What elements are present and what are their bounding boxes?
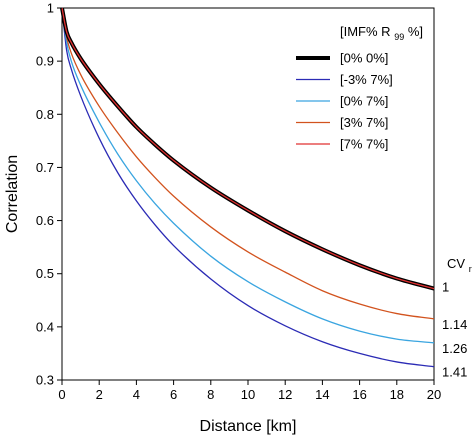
x-tick-label: 18 — [390, 387, 404, 402]
cv-title: CV r — [447, 256, 472, 274]
y-tick-label: 0.5 — [36, 266, 54, 281]
legend-label: [0% 0%] — [340, 51, 388, 66]
y-tick-label: 0.6 — [36, 213, 54, 228]
y-tick-label: 0.7 — [36, 160, 54, 175]
cv-title-main: CV — [447, 256, 465, 271]
x-tick-label: 12 — [278, 387, 292, 402]
y-tick-label: 0.4 — [36, 319, 54, 334]
plot-area: 0 2 4 6 8 10 12 14 16 18 20 0.3 0.4 0.5 0.6 0.7 0.8 0.9 1 — [36, 1, 441, 403]
x-tick-label: 4 — [133, 387, 140, 402]
x-tick-label: 20 — [427, 387, 441, 402]
y-tick-label: 0.3 — [36, 373, 54, 388]
legend-label: [7% 7%] — [340, 137, 388, 152]
legend-title-sub: 99 — [394, 32, 404, 42]
y-tick-label: 0.9 — [36, 54, 54, 69]
series-line — [61, 7, 435, 290]
x-tick-label: 2 — [96, 387, 103, 402]
x-tick-label: 0 — [58, 387, 65, 402]
series-layer — [60, 7, 435, 368]
x-tick-label: 6 — [170, 387, 177, 402]
cv-label: 1.41 — [442, 365, 467, 380]
y-tick-label: 0.8 — [36, 107, 54, 122]
x-tick-label: 10 — [241, 387, 255, 402]
legend-label: [0% 7%] — [340, 94, 388, 109]
cv-annotation: CV r 1 1.14 1.26 1.41 — [442, 256, 472, 380]
cv-label: 1 — [442, 280, 449, 295]
legend-title-main: [IMF% R — [340, 24, 391, 39]
cv-label: 1.14 — [442, 317, 467, 332]
legend-title: [IMF% R 99 %] — [340, 24, 423, 43]
legend-label: [-3% 7%] — [340, 72, 393, 87]
cv-title-sub: r — [469, 264, 472, 274]
cv-labels: 1 1.14 1.26 1.41 — [442, 280, 467, 380]
legend-label: [3% 7%] — [340, 115, 388, 130]
x-tick-label: 16 — [352, 387, 366, 402]
cv-label: 1.26 — [442, 341, 467, 356]
legend: [IMF% R 99 %] [0% 0%] [-3% 7%] [0% 7%] [3% … — [296, 24, 423, 152]
series-line — [61, 7, 435, 344]
legend-title-tail: %] — [408, 24, 423, 39]
y-tick-label: 1 — [47, 1, 54, 16]
series-line — [61, 7, 435, 368]
x-axis: 0 2 4 6 8 10 12 14 16 18 20 — [58, 380, 441, 402]
x-tick-label: 8 — [207, 387, 214, 402]
x-axis-title: Distance [km] — [200, 418, 297, 435]
y-axis-title: Correlation — [4, 155, 21, 233]
legend-items: [0% 0%] [-3% 7%] [0% 7%] [3% 7%] [7% 7%] — [296, 51, 393, 152]
series-line — [61, 7, 435, 320]
x-tick-label: 14 — [315, 387, 329, 402]
y-axis: 0.3 0.4 0.5 0.6 0.7 0.8 0.9 1 — [36, 1, 62, 388]
